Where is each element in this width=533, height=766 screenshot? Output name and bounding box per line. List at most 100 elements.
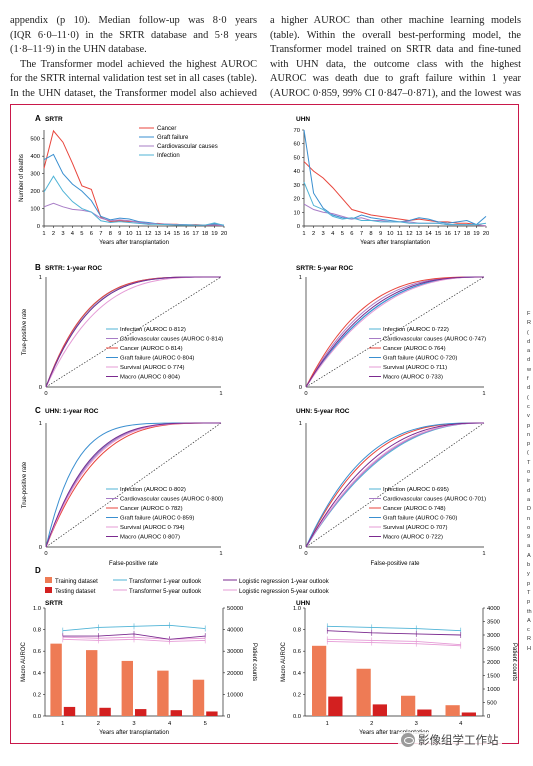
legend-label: Logistic regression 1-year outlook: [239, 579, 330, 585]
x-tick-label: 14: [164, 231, 171, 237]
roc-curve-5: [45, 276, 222, 388]
legend-label: Cancer (AUROC 0·814): [120, 346, 183, 352]
legend-label: Transformer 5-year outlook: [129, 589, 202, 595]
legend-label: Training dataset: [55, 579, 98, 585]
bar-testing: [170, 710, 182, 716]
x-tick-label: 1: [61, 721, 64, 727]
x-tick-label: 1: [42, 231, 45, 237]
paragraph-line: (AUROC 0·859, 99% CI 0·847–0·871), and t…: [270, 87, 521, 99]
bar-training: [401, 695, 416, 716]
legend-label: Infection (AUROC 0·812): [120, 327, 186, 333]
legend-label: Cancer (AUROC 0·764): [383, 346, 446, 352]
paragraph-line: for the SRTR internal validation test se…: [10, 73, 257, 85]
side-caption-fragment: b: [527, 562, 531, 569]
y2-tick-label: 40000: [227, 628, 243, 634]
legend-label: Macro (AUROC 0·807): [120, 535, 180, 541]
y2-tick-label: 500: [487, 701, 497, 707]
y-tick-label: 0: [39, 385, 42, 391]
x-tick-label: 3: [132, 721, 135, 727]
bar-training: [356, 668, 371, 716]
x-tick-label: 1: [219, 551, 222, 557]
x-tick-label: 20: [483, 231, 489, 237]
x-tick-label: 1: [219, 391, 222, 397]
y-tick-label: 100: [30, 207, 40, 213]
bar-training: [121, 660, 133, 716]
legend-d: Training dataset Testing dataset Transfo…: [45, 577, 330, 595]
x-tick-label: 1: [482, 551, 485, 557]
x-tick-label: 4: [331, 231, 335, 237]
panel-title: UHN: 5-year ROC: [296, 408, 350, 415]
y-tick-label: 50: [294, 155, 300, 161]
legend-label: Macro (AUROC 0·733): [383, 375, 443, 381]
y-tick-label: 30: [294, 183, 300, 189]
x-tick-label: 5: [341, 231, 344, 237]
x-tick-label: 19: [211, 231, 217, 237]
y-tick-label: 0.4: [293, 671, 302, 677]
y-tick-label: 1: [299, 275, 302, 281]
y-tick-label: 0.8: [293, 628, 301, 634]
x-axis-label: Years after transplantation: [359, 730, 429, 736]
side-caption-fragment: F: [527, 311, 531, 317]
side-caption-fragment: p: [527, 580, 531, 587]
x-axis-label: False-positive rate: [109, 561, 159, 567]
x-tick-label: 17: [454, 231, 460, 237]
legend-label: Graft failure: [157, 135, 189, 141]
x-tick-label: 1: [482, 391, 485, 397]
legend-label: Cardiovascular causes (AUROC 0·814): [120, 337, 223, 343]
panel-letter: C: [35, 406, 41, 415]
side-caption-fragment: 9: [527, 534, 531, 541]
y-tick-label: 1.0: [293, 606, 301, 612]
paragraph-line: appendix (p 10). Median follow-up was 8·…: [10, 15, 257, 26]
roc-curve-5: [305, 422, 485, 548]
y2-axis-label: Patient counts: [511, 643, 517, 681]
legend-swatch: [45, 587, 52, 593]
roc-curve-5: [45, 422, 222, 548]
side-caption-fragment: o: [527, 469, 531, 476]
x-tick-label: 8: [109, 231, 112, 237]
y-tick-label: 300: [30, 172, 40, 178]
y-tick-label: 1: [39, 275, 42, 281]
side-caption-fragment: R: [527, 636, 532, 643]
bar-testing: [328, 696, 343, 716]
watermark: 影像组学工作站: [398, 732, 502, 748]
series-line-2: [43, 202, 225, 226]
y2-tick-label: 2500: [487, 647, 500, 653]
diagonal-reference: [305, 422, 485, 548]
y-tick-label: 0.0: [293, 714, 301, 720]
auroc-line-1: [327, 638, 461, 646]
y2-tick-label: 3000: [487, 633, 500, 639]
x-tick-label: 8: [369, 231, 372, 237]
series-line-3: [303, 181, 487, 226]
panel-title: SRTR: [45, 116, 63, 123]
x-tick-label: 0: [304, 391, 307, 397]
side-caption-fragment: T: [527, 459, 531, 466]
series-line-1: [43, 153, 225, 226]
x-tick-label: 3: [61, 231, 64, 237]
legend-label: Cardiovascular causes (AUROC 0·747): [383, 337, 486, 343]
x-tick-label: 18: [202, 231, 208, 237]
y-tick-label: 0.2: [293, 692, 301, 698]
x-tick-label: 0: [304, 551, 307, 557]
x-tick-label: 12: [145, 231, 151, 237]
y-axis-label: Macro AUROC: [21, 642, 27, 682]
side-caption-fragment: H: [527, 645, 532, 652]
panel-letter: A: [35, 114, 41, 123]
y-tick-label: 0: [39, 545, 42, 551]
figure-svg: A SRTR UHN B SRTR: 1-year ROC SRTR: 5-ye…: [19, 114, 517, 736]
x-tick-label: 2: [370, 721, 373, 727]
y-tick-label: 1.0: [33, 606, 41, 612]
x-axis-label: False-positive rate: [370, 561, 420, 567]
y-tick-label: 0: [297, 224, 300, 230]
diagonal-reference: [305, 276, 485, 388]
paragraph-line: (1·8–11·9) in the UHN database.: [10, 44, 147, 56]
bar-testing: [417, 709, 432, 716]
bar-training: [50, 643, 62, 716]
panel-title: UHN: [296, 600, 310, 607]
bar-testing: [99, 707, 111, 716]
y-axis-label: Number of deaths: [19, 154, 25, 202]
y2-tick-label: 50000: [227, 606, 243, 612]
y-tick-label: 0: [299, 545, 302, 551]
x-tick-label: 6: [350, 231, 353, 237]
text-column-right: a higher AUROC than other machine learni…: [270, 14, 521, 102]
